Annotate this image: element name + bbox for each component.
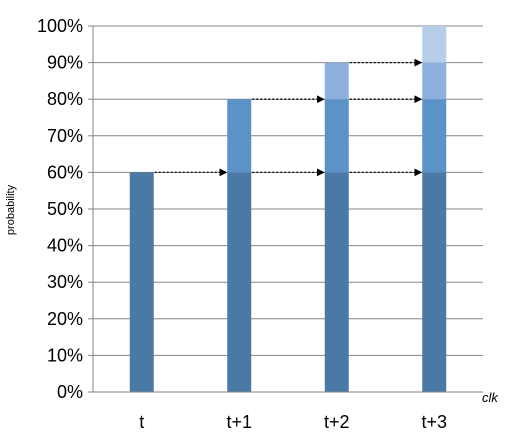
bar-segment-t+1-0: [227, 172, 252, 392]
y-tick-label: 10%: [47, 345, 83, 365]
y-tick-label: 50%: [47, 199, 83, 219]
bar-segment-t+2-2: [324, 62, 349, 100]
x-tick-label: t+3: [421, 412, 447, 432]
bar-segment-t+3-2: [422, 62, 447, 100]
y-tick-label: 20%: [47, 309, 83, 329]
y-tick-label: 30%: [47, 272, 83, 292]
bar-segment-t+2-1: [324, 99, 349, 173]
x-tick-label: t: [139, 412, 144, 432]
x-tick-label: t+1: [226, 412, 252, 432]
bar-segment-t+1-1: [227, 99, 252, 173]
y-tick-label: 40%: [47, 236, 83, 256]
bar-segment-t+3-3: [422, 26, 447, 63]
y-tick-label: 90%: [47, 53, 83, 73]
bar-segment-t+3-0: [422, 172, 447, 392]
bar-segment-t+2-0: [324, 172, 349, 392]
axes: [88, 25, 483, 393]
arrows: [154, 58, 423, 177]
y-tick-label: 70%: [47, 126, 83, 146]
y-tick-label: 100%: [37, 16, 83, 36]
y-tick-label: 0%: [57, 382, 83, 402]
y-tick-label: 80%: [47, 89, 83, 109]
x-axis-label: clk: [482, 390, 499, 405]
x-tick-label: t+2: [324, 412, 350, 432]
y-axis-label: probability: [5, 184, 17, 235]
bar-segment-t-0: [129, 172, 154, 392]
gridlines: [93, 25, 483, 356]
bars: [129, 26, 447, 392]
bar-segment-t+3-1: [422, 99, 447, 173]
tick-labels: 0% 10% 20% 30% 40% 50% 60% 70% 80% 90% 100% t t+1 t+2…: [37, 16, 447, 432]
y-tick-label: 60%: [47, 162, 83, 182]
